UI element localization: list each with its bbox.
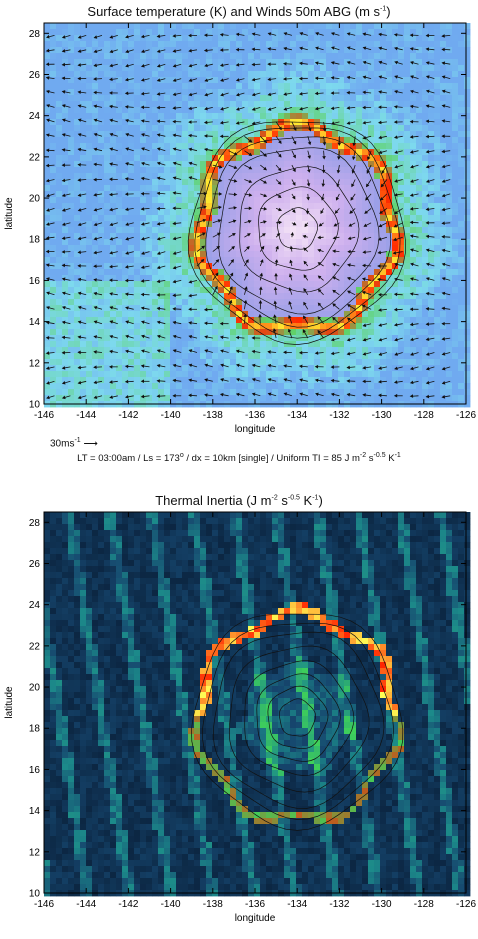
x-tick-label: -144 xyxy=(76,899,96,910)
x-tick-label: -142 xyxy=(118,899,138,910)
y-tick-label: 28 xyxy=(29,518,41,529)
x-tick-label: -144 xyxy=(76,410,96,421)
x-tick-label: -138 xyxy=(203,410,223,421)
run-caption: LT = 03:00am / Ls = 173o / dx = 10km [si… xyxy=(77,452,401,465)
y-axis-label: latitude xyxy=(4,686,15,719)
x-tick-label: -146 xyxy=(34,410,54,421)
y-tick-label: 16 xyxy=(29,765,41,776)
y-tick-label: 20 xyxy=(29,683,41,694)
chart2-plot-area xyxy=(44,512,471,897)
chart2-title: Thermal Inertia (J m-2 s-0.5 K-1) xyxy=(155,493,323,508)
chart1-title: Surface temperature (K) and Winds 50m AB… xyxy=(87,4,391,19)
y-tick-label: 20 xyxy=(29,194,41,205)
x-tick-label: -130 xyxy=(372,899,392,910)
x-tick-label: -134 xyxy=(287,410,307,421)
x-tick-label: -132 xyxy=(329,410,349,421)
x-tick-label: -134 xyxy=(287,899,307,910)
x-tick-label: -126 xyxy=(456,410,476,421)
x-tick-label: -146 xyxy=(34,899,54,910)
y-tick-label: 12 xyxy=(29,847,41,858)
reference-wind-vector: 30ms-1 ⟶ xyxy=(50,437,98,450)
y-axis-label: latitude xyxy=(4,197,15,230)
x-tick-label: -136 xyxy=(245,899,265,910)
y-tick-label: 16 xyxy=(29,276,41,287)
chart2-contours xyxy=(191,613,404,831)
x-tick-label: -130 xyxy=(372,410,392,421)
x-tick-label: -128 xyxy=(414,410,434,421)
y-tick-label: 12 xyxy=(29,358,41,369)
chart1-plot-area xyxy=(44,23,471,408)
y-tick-label: 24 xyxy=(29,600,41,611)
y-tick-label: 14 xyxy=(29,806,41,817)
y-tick-label: 18 xyxy=(29,235,41,246)
x-tick-label: -132 xyxy=(329,899,349,910)
y-tick-label: 22 xyxy=(29,152,41,163)
chart1-surface-temperature: -146 -144 -142 -140 -138 -136 -134 -132 -130 -128… xyxy=(4,22,476,435)
y-tick-label: 18 xyxy=(29,724,41,735)
x-tick-label: -140 xyxy=(161,410,181,421)
x-axis-label: longitude xyxy=(235,913,276,924)
x-tick-label: -136 xyxy=(245,410,265,421)
y-tick-label: 10 xyxy=(29,400,41,411)
y-tick-label: 22 xyxy=(29,641,41,652)
x-tick-label: -140 xyxy=(161,899,181,910)
y-tick-label: 26 xyxy=(29,559,41,570)
y-tick-label: 28 xyxy=(29,29,41,40)
x-tick-label: -128 xyxy=(414,899,434,910)
arrow-right-icon: ⟶ xyxy=(83,438,98,450)
x-tick-label: -126 xyxy=(456,899,476,910)
x-tick-label: -138 xyxy=(203,899,223,910)
wind-vectors xyxy=(45,31,451,400)
y-tick-label: 10 xyxy=(29,889,41,900)
y-tick-label: 14 xyxy=(29,317,41,328)
y-tick-label: 26 xyxy=(29,70,41,81)
x-tick-label: -142 xyxy=(118,410,138,421)
y-tick-label: 24 xyxy=(29,111,41,122)
chart1-contours xyxy=(187,121,406,345)
x-axis-label: longitude xyxy=(235,424,276,435)
